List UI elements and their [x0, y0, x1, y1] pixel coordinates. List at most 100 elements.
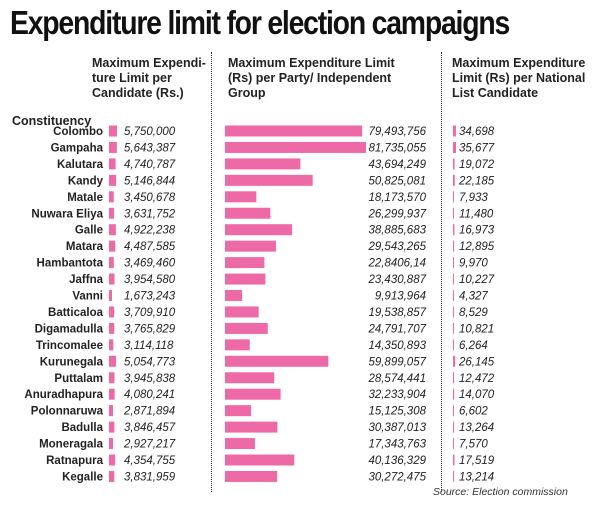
national-bar-trincomalee [453, 339, 454, 351]
national-value-kegalle: 13,214 [459, 471, 494, 483]
national-bar-hambantota [453, 257, 454, 269]
candidate-bar-badulla [109, 421, 115, 433]
constituency-label-moneragala: Moneragala [39, 439, 104, 451]
party-value-kandy: 50,825,081 [368, 175, 426, 187]
candidate-bar-colombo [109, 125, 117, 137]
candidate-bar-polonnaruwa [109, 405, 113, 417]
party-bar-moneragala [225, 438, 255, 450]
candidate-value-jaffna: 3,954,580 [124, 274, 176, 286]
party-value-anuradhapura: 32,233,904 [368, 389, 426, 401]
candidate-bar-gampaha [109, 141, 117, 153]
party-bar-hambantota [225, 257, 265, 269]
party-bar-ratnapura [225, 454, 295, 466]
chart-title: Expenditure limit for election campaigns [10, 4, 510, 41]
party-bar-anuradhapura [225, 388, 281, 400]
national-bar-digamadulla [453, 322, 454, 334]
candidate-value-kalutara: 4,740,787 [124, 159, 176, 171]
constituency-label-polonnaruwa: Polonnaruwa [31, 406, 104, 418]
candidate-value-polonnaruwa: 2,871,894 [123, 406, 175, 418]
national-bar-colombo [453, 125, 456, 137]
constituency-label-anuradhapura: Anuradhapura [24, 389, 103, 401]
candidate-value-trincomalee: 3,114,118 [124, 340, 174, 352]
column-divider-2 [441, 52, 442, 492]
constituency-label-matara: Matara [66, 241, 104, 253]
source-note: Source: Election commission [433, 486, 568, 498]
column-divider-1 [211, 52, 212, 492]
national-bar-nuwara-eliya [453, 207, 454, 219]
national-bar-puttalam [453, 372, 455, 384]
constituency-label-kegalle: Kegalle [62, 471, 103, 483]
candidate-value-vanni: 1,673,243 [124, 291, 176, 303]
party-bar-kandy [225, 174, 313, 186]
candidate-bar-moneragala [109, 438, 114, 450]
candidate-value-moneragala: 2,927,217 [123, 439, 176, 451]
constituency-label-galle: Galle [75, 225, 103, 237]
party-value-hambantota: 22,8406,14 [367, 258, 426, 270]
national-bar-anuradhapura [453, 388, 455, 400]
party-bar-kurunegala [225, 355, 329, 367]
candidate-bar-batticaloa [109, 306, 115, 318]
national-bar-polonnaruwa [453, 405, 454, 417]
constituency-label-digamadulla: Digamadulla [35, 323, 104, 335]
national-bar-jaffna [453, 273, 454, 285]
candidate-bar-kegalle [109, 470, 115, 482]
constituency-label-matale: Matale [67, 192, 103, 204]
candidate-value-matara: 4,487,585 [124, 241, 176, 253]
candidate-value-batticaloa: 3,709,910 [124, 307, 176, 319]
party-value-nuwara-eliya: 26,299,937 [367, 208, 426, 220]
constituency-label-jaffna: Jaffna [69, 274, 103, 286]
national-value-anuradhapura: 14,070 [459, 389, 495, 401]
national-value-polonnaruwa: 6,602 [459, 406, 488, 418]
candidate-bar-galle [109, 224, 116, 236]
party-bar-galle [225, 224, 293, 236]
constituency-label-badulla: Badulla [61, 422, 103, 434]
candidate-value-hambantota: 3,469,460 [124, 258, 176, 270]
party-bar-nuwara-eliya [225, 207, 271, 219]
party-value-kurunegala: 59,899,057 [368, 356, 426, 368]
constituency-label-kurunegala: Kurunegala [40, 356, 104, 368]
candidate-value-nuwara-eliya: 3,631,752 [124, 208, 176, 220]
candidate-bar-jaffna [109, 273, 115, 285]
party-value-ratnapura: 40,136,329 [368, 455, 426, 467]
national-bar-moneragala [453, 438, 454, 450]
constituency-label-gampaha: Gampaha [51, 142, 104, 154]
candidate-bar-matara [109, 240, 116, 252]
party-value-puttalam: 28,574,441 [367, 373, 426, 385]
party-bar-vanni [225, 290, 243, 301]
national-value-trincomalee: 6,264 [459, 340, 488, 352]
national-value-digamadulla: 10,821 [459, 323, 494, 335]
party-bar-jaffna [225, 273, 266, 285]
constituency-label-kalutara: Kalutara [57, 159, 104, 171]
national-value-galle: 16,973 [459, 225, 495, 237]
party-bar-matale [225, 191, 257, 203]
candidate-bar-anuradhapura [109, 388, 115, 400]
party-limit-header: Maximum Expenditure Limit (Rs) per Party… [228, 56, 395, 100]
candidate-bar-matale [109, 191, 114, 203]
party-bar-kegalle [225, 470, 278, 482]
candidate-bar-kandy [109, 174, 117, 186]
national-bar-matara [453, 240, 455, 252]
national-value-colombo: 34,698 [459, 126, 495, 138]
party-value-digamadulla: 24,791,707 [367, 323, 426, 335]
candidate-value-ratnapura: 4,354,755 [124, 455, 176, 467]
candidate-value-digamadulla: 3,765,829 [124, 323, 176, 335]
candidate-value-kandy: 5,146,844 [124, 175, 175, 187]
national-value-vanni: 4,327 [459, 291, 488, 303]
party-value-matara: 29,543,265 [367, 241, 426, 253]
candidate-value-galle: 4,922,238 [124, 225, 176, 237]
party-bar-puttalam [225, 372, 275, 384]
national-bar-kurunegala [453, 355, 456, 367]
party-value-batticaloa: 19,538,857 [368, 307, 426, 319]
candidate-bar-kalutara [109, 158, 116, 170]
party-bar-polonnaruwa [225, 405, 252, 417]
national-bar-gampaha [453, 141, 456, 153]
constituency-label-colombo: Colombo [53, 126, 103, 138]
national-value-jaffna: 10,227 [459, 274, 495, 286]
constituency-label-ratnapura: Ratnapura [46, 455, 103, 467]
party-value-badulla: 30,387,013 [368, 422, 426, 434]
national-bar-badulla [453, 421, 455, 433]
national-value-kandy: 22,185 [458, 175, 495, 187]
party-bar-matara [225, 240, 276, 252]
national-value-puttalam: 12,472 [459, 373, 495, 385]
